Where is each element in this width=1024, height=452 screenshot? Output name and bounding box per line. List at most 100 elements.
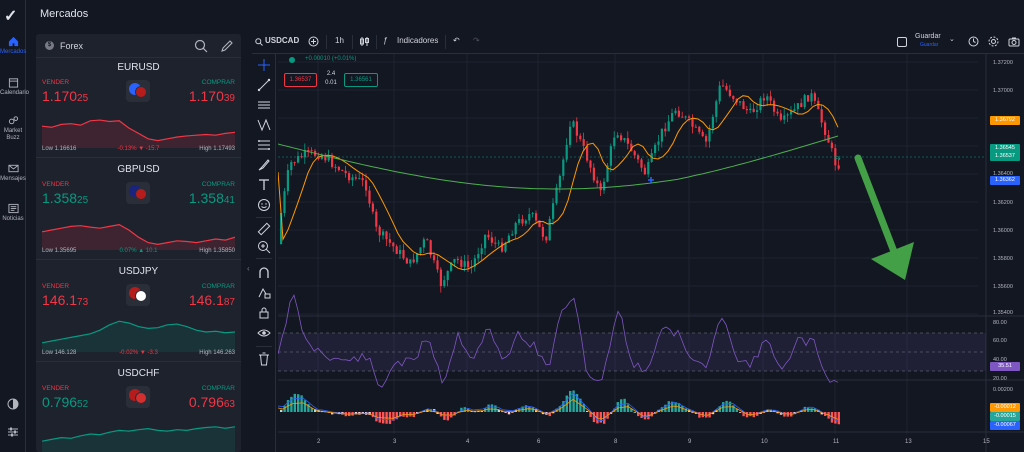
add-symbol-icon[interactable]: [308, 36, 319, 47]
brush-icon[interactable]: [257, 158, 271, 172]
candle-body: [351, 177, 354, 181]
price-marker-icon: ⇆: [834, 153, 841, 162]
save-button[interactable]: Guardar: [915, 33, 941, 40]
candles-icon[interactable]: [359, 36, 370, 47]
nav-item-noticias[interactable]: Noticias: [0, 203, 26, 223]
candle-body: [773, 100, 776, 112]
sparkline-area: [42, 321, 235, 352]
trash-icon[interactable]: [257, 352, 271, 366]
instrument-card[interactable]: GBPUSD VENDER COMPRAR 1.35825 1.35841 Lo…: [36, 160, 241, 260]
alert-clock-icon[interactable]: [968, 36, 979, 47]
redo-icon[interactable]: ↷: [473, 36, 480, 45]
nav-label: Mensajes: [0, 176, 26, 182]
save-status: Guardar: [920, 42, 939, 48]
nav-label: Market Buzz: [3, 128, 23, 141]
eye-icon[interactable]: [257, 326, 271, 340]
markets-header: Mercados: [26, 0, 242, 34]
ruler-icon[interactable]: [257, 222, 271, 236]
magnet-icon[interactable]: [257, 266, 271, 280]
candle-body: [511, 234, 514, 236]
buy-price-button[interactable]: 0.79663: [189, 394, 235, 410]
candle-body: [742, 101, 745, 110]
candle-body: [796, 103, 799, 110]
candle-body: [463, 261, 466, 267]
lock-drawing-icon[interactable]: [257, 286, 271, 300]
sell-price-button[interactable]: 146.173: [42, 292, 88, 308]
theme-toggle-icon[interactable]: [6, 397, 20, 411]
indicators-button[interactable]: Indicadores: [397, 36, 439, 45]
macd-histogram-bar: [732, 405, 735, 412]
candle-body: [786, 114, 789, 116]
candle-body: [320, 155, 323, 159]
macd-histogram-bar: [681, 405, 684, 412]
instrument-card[interactable]: USDCHF VENDER COMPRAR 0.79652 0.79663: [36, 364, 241, 452]
macd-histogram-bar: [616, 402, 619, 412]
candle-body: [548, 218, 551, 241]
macd-histogram-bar: [749, 412, 752, 417]
edit-icon[interactable]: [220, 39, 234, 53]
search-icon[interactable]: [194, 39, 208, 53]
price-chart[interactable]: ⇆: [278, 54, 1024, 452]
instrument-card[interactable]: USDJPY VENDER COMPRAR 146.173 146.187 Lo…: [36, 262, 241, 362]
zoom-in-icon[interactable]: [257, 240, 271, 254]
legend-change: +0.00010 (+0.01%): [305, 56, 357, 62]
emoji-icon[interactable]: [257, 198, 271, 212]
trend-line-icon[interactable]: [257, 78, 271, 92]
lock-icon[interactable]: [257, 306, 271, 320]
nav-item-market-buzz[interactable]: Market Buzz: [0, 115, 26, 142]
candle-body: [283, 191, 286, 214]
candle-body: [762, 98, 765, 101]
candle-body: [518, 219, 521, 223]
nav-item-mercados[interactable]: Mercados: [0, 36, 26, 56]
camera-icon[interactable]: [1008, 36, 1020, 47]
buy-price-button[interactable]: 1.35841: [189, 190, 235, 206]
nav-item-mensajes[interactable]: Mensajes: [0, 163, 26, 183]
chevron-down-icon[interactable]: ⌄: [949, 36, 955, 43]
macd-histogram-bar: [762, 412, 766, 413]
layout-icon[interactable]: [897, 37, 907, 47]
settings-sliders-icon[interactable]: [6, 425, 20, 439]
rsi-tick: 20.00: [993, 376, 1007, 382]
macd-histogram-bar: [783, 412, 786, 417]
pattern-icon[interactable]: [257, 118, 271, 132]
time-tick: 6: [537, 439, 541, 445]
buy-price-button[interactable]: 146.187: [189, 292, 235, 308]
sell-price-main: 1.358: [42, 190, 78, 206]
candle-body: [310, 150, 313, 152]
nav-item-calendario[interactable]: Calendario: [0, 77, 29, 97]
symbol-selector[interactable]: USDCAD: [265, 36, 300, 45]
horizontal-lines-icon[interactable]: [257, 98, 271, 112]
text-icon[interactable]: [257, 178, 271, 192]
candle-body: [562, 159, 565, 176]
price-tick: 1.35600: [993, 284, 1013, 290]
buzz-icon: [8, 116, 18, 125]
fib-icon[interactable]: [257, 138, 271, 152]
timeframe-selector[interactable]: 1h: [335, 36, 344, 45]
gear-icon[interactable]: [988, 36, 999, 47]
macd-histogram-bar: [307, 404, 310, 412]
buy-price-button[interactable]: 1.36561: [344, 73, 378, 87]
candle-body: [647, 162, 650, 175]
category-selector[interactable]: $ Forex: [36, 34, 241, 58]
sell-price-button[interactable]: 0.79652: [42, 394, 88, 410]
sell-price-button[interactable]: 1.36537: [284, 73, 317, 87]
candle-body: [752, 108, 755, 113]
sell-price-button[interactable]: 1.17025: [42, 88, 88, 104]
macd-histogram-bar: [395, 412, 398, 420]
low-value: Low 1.35695: [42, 248, 77, 254]
buy-price-button[interactable]: 1.17039: [189, 88, 235, 104]
lot-size[interactable]: 2.4 0.01: [320, 70, 342, 88]
candle-body: [728, 89, 731, 97]
undo-icon[interactable]: ↶: [453, 36, 460, 45]
crosshair-icon[interactable]: [257, 58, 271, 72]
macd-histogram-bar: [623, 398, 626, 412]
home-icon: [8, 36, 18, 47]
search-icon[interactable]: [255, 38, 263, 46]
collapse-panel-icon[interactable]: ‹: [247, 264, 250, 273]
candle-body: [555, 187, 558, 204]
macd-histogram-bar: [592, 412, 596, 423]
candle-body: [402, 249, 405, 259]
macd-histogram-bar: [572, 390, 575, 412]
instrument-card[interactable]: EURUSD VENDER COMPRAR 1.17025 1.17039 Lo…: [36, 58, 241, 158]
sell-price-button[interactable]: 1.35825: [42, 190, 88, 206]
